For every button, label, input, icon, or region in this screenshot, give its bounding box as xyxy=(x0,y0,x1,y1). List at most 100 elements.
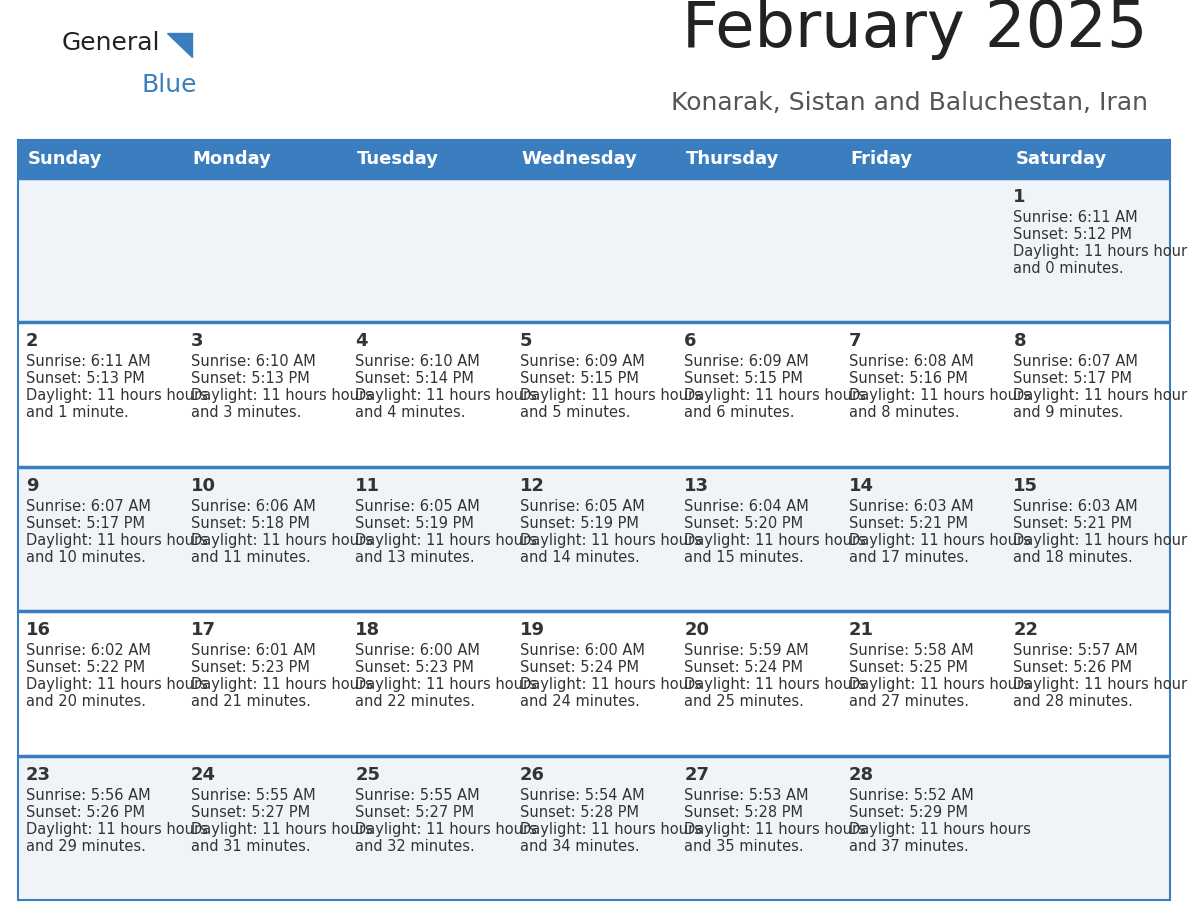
Text: and 20 minutes.: and 20 minutes. xyxy=(26,694,146,710)
Text: 8: 8 xyxy=(1013,332,1026,351)
Text: Sunset: 5:28 PM: Sunset: 5:28 PM xyxy=(519,804,639,820)
Text: Daylight: 11 hours hours: Daylight: 11 hours hours xyxy=(849,388,1031,403)
Text: Daylight: 11 hours hours: Daylight: 11 hours hours xyxy=(26,822,208,836)
Text: and 14 minutes.: and 14 minutes. xyxy=(519,550,639,565)
Text: Daylight: 11 hours hours: Daylight: 11 hours hours xyxy=(684,677,866,692)
Bar xyxy=(18,611,183,756)
Text: Sunset: 5:19 PM: Sunset: 5:19 PM xyxy=(519,516,639,531)
Text: General: General xyxy=(62,31,160,55)
Text: and 22 minutes.: and 22 minutes. xyxy=(355,694,475,710)
Bar xyxy=(841,178,1005,322)
Text: Sunrise: 5:59 AM: Sunrise: 5:59 AM xyxy=(684,644,809,658)
Text: and 31 minutes.: and 31 minutes. xyxy=(190,839,310,854)
Text: Friday: Friday xyxy=(851,150,914,168)
Text: and 0 minutes.: and 0 minutes. xyxy=(1013,261,1124,276)
Bar xyxy=(1005,140,1170,178)
Text: Sunrise: 5:55 AM: Sunrise: 5:55 AM xyxy=(355,788,480,802)
Text: Daylight: 11 hours hours: Daylight: 11 hours hours xyxy=(519,677,702,692)
Text: Sunrise: 6:08 AM: Sunrise: 6:08 AM xyxy=(849,354,974,369)
Text: Sunrise: 6:07 AM: Sunrise: 6:07 AM xyxy=(26,498,151,514)
Text: Sunrise: 6:05 AM: Sunrise: 6:05 AM xyxy=(519,498,644,514)
Text: 12: 12 xyxy=(519,476,545,495)
Text: Daylight: 11 hours hours: Daylight: 11 hours hours xyxy=(849,822,1031,836)
Text: Sunset: 5:23 PM: Sunset: 5:23 PM xyxy=(355,660,474,676)
Text: Sunset: 5:21 PM: Sunset: 5:21 PM xyxy=(849,516,968,531)
Bar xyxy=(18,178,183,322)
Text: 14: 14 xyxy=(849,476,874,495)
Bar xyxy=(18,322,183,466)
Text: Daylight: 11 hours hours: Daylight: 11 hours hours xyxy=(684,532,866,548)
Text: Sunrise: 6:09 AM: Sunrise: 6:09 AM xyxy=(684,354,809,369)
Text: 24: 24 xyxy=(190,766,215,784)
Bar xyxy=(841,466,1005,611)
Bar xyxy=(1005,466,1170,611)
Text: February 2025: February 2025 xyxy=(682,0,1148,60)
Text: Sunset: 5:29 PM: Sunset: 5:29 PM xyxy=(849,804,968,820)
Text: and 21 minutes.: and 21 minutes. xyxy=(190,694,310,710)
Text: 22: 22 xyxy=(1013,621,1038,639)
Text: Sunset: 5:13 PM: Sunset: 5:13 PM xyxy=(26,372,145,386)
Text: 4: 4 xyxy=(355,332,367,351)
Bar xyxy=(512,756,676,900)
Text: 13: 13 xyxy=(684,476,709,495)
Text: Sunrise: 6:01 AM: Sunrise: 6:01 AM xyxy=(190,644,315,658)
Text: 28: 28 xyxy=(849,766,874,784)
Bar xyxy=(347,178,512,322)
Bar xyxy=(676,611,841,756)
Text: 5: 5 xyxy=(519,332,532,351)
Text: Sunset: 5:22 PM: Sunset: 5:22 PM xyxy=(26,660,145,676)
Text: 16: 16 xyxy=(26,621,51,639)
Text: Sunrise: 5:56 AM: Sunrise: 5:56 AM xyxy=(26,788,151,802)
Text: Daylight: 11 hours hours: Daylight: 11 hours hours xyxy=(519,822,702,836)
Text: Sunrise: 5:57 AM: Sunrise: 5:57 AM xyxy=(1013,644,1138,658)
Text: Sunset: 5:17 PM: Sunset: 5:17 PM xyxy=(1013,372,1132,386)
Text: Sunset: 5:18 PM: Sunset: 5:18 PM xyxy=(190,516,309,531)
Bar xyxy=(676,140,841,178)
Text: Sunrise: 5:55 AM: Sunrise: 5:55 AM xyxy=(190,788,315,802)
Text: and 5 minutes.: and 5 minutes. xyxy=(519,406,630,420)
Text: Sunset: 5:24 PM: Sunset: 5:24 PM xyxy=(684,660,803,676)
Bar xyxy=(183,611,347,756)
Bar xyxy=(1005,611,1170,756)
Bar xyxy=(841,611,1005,756)
Text: and 3 minutes.: and 3 minutes. xyxy=(190,406,301,420)
Text: Thursday: Thursday xyxy=(687,150,779,168)
Text: and 37 minutes.: and 37 minutes. xyxy=(849,839,968,854)
Text: Sunset: 5:12 PM: Sunset: 5:12 PM xyxy=(1013,227,1132,242)
Text: Daylight: 11 hours hours: Daylight: 11 hours hours xyxy=(190,388,373,403)
Bar xyxy=(841,756,1005,900)
Text: and 10 minutes.: and 10 minutes. xyxy=(26,550,146,565)
Text: and 28 minutes.: and 28 minutes. xyxy=(1013,694,1133,710)
Bar xyxy=(347,322,512,466)
Text: 10: 10 xyxy=(190,476,215,495)
Text: 17: 17 xyxy=(190,621,215,639)
Text: Daylight: 11 hours hours: Daylight: 11 hours hours xyxy=(190,677,373,692)
Text: 2: 2 xyxy=(26,332,38,351)
Text: Sunset: 5:27 PM: Sunset: 5:27 PM xyxy=(355,804,474,820)
Bar xyxy=(183,466,347,611)
Text: 3: 3 xyxy=(190,332,203,351)
Text: Daylight: 11 hours hours: Daylight: 11 hours hours xyxy=(1013,677,1188,692)
Bar xyxy=(676,178,841,322)
Text: and 9 minutes.: and 9 minutes. xyxy=(1013,406,1124,420)
Bar xyxy=(347,140,512,178)
Text: Sunset: 5:26 PM: Sunset: 5:26 PM xyxy=(1013,660,1132,676)
Text: 18: 18 xyxy=(355,621,380,639)
Text: Sunrise: 5:52 AM: Sunrise: 5:52 AM xyxy=(849,788,974,802)
Text: Sunset: 5:21 PM: Sunset: 5:21 PM xyxy=(1013,516,1132,531)
Text: Daylight: 11 hours hours: Daylight: 11 hours hours xyxy=(849,677,1031,692)
Bar xyxy=(18,466,183,611)
Text: and 27 minutes.: and 27 minutes. xyxy=(849,694,969,710)
Bar xyxy=(347,611,512,756)
Text: Sunset: 5:20 PM: Sunset: 5:20 PM xyxy=(684,516,803,531)
Text: Daylight: 11 hours hours: Daylight: 11 hours hours xyxy=(684,388,866,403)
Bar xyxy=(841,140,1005,178)
Text: Sunrise: 6:10 AM: Sunrise: 6:10 AM xyxy=(190,354,315,369)
Text: Daylight: 11 hours hours: Daylight: 11 hours hours xyxy=(190,532,373,548)
Text: Sunset: 5:24 PM: Sunset: 5:24 PM xyxy=(519,660,639,676)
Text: Saturday: Saturday xyxy=(1016,150,1107,168)
Text: Sunrise: 6:02 AM: Sunrise: 6:02 AM xyxy=(26,644,151,658)
Text: Sunrise: 6:03 AM: Sunrise: 6:03 AM xyxy=(849,498,973,514)
Text: Sunday: Sunday xyxy=(29,150,102,168)
Text: and 24 minutes.: and 24 minutes. xyxy=(519,694,639,710)
